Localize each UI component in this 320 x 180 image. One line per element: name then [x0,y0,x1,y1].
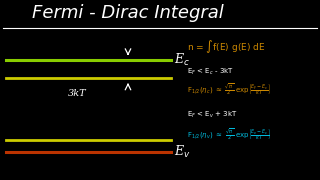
Text: E$_c$: E$_c$ [174,52,190,68]
Text: E$_F$ < E$_c$ - 3kT: E$_F$ < E$_c$ - 3kT [187,67,234,77]
Text: F$_{1/2}$($\eta_c$) $\approx$ $\frac{\sqrt{\pi}}{2}$ exp$\left[\frac{E_F-E_c}{kT: F$_{1/2}$($\eta_c$) $\approx$ $\frac{\sq… [187,83,271,97]
Text: E$_v$: E$_v$ [174,144,191,160]
Text: n = $\int$f(E) g(E) dE: n = $\int$f(E) g(E) dE [187,38,266,55]
Text: F$_{1/2}$($\eta_v$) $\approx$ $\frac{\sqrt{\pi}}{2}$ exp$\left[\frac{E_v-E_c}{kT: F$_{1/2}$($\eta_v$) $\approx$ $\frac{\sq… [187,127,271,141]
Text: 3kT: 3kT [68,89,86,98]
Text: Fermi - Dirac Integral: Fermi - Dirac Integral [32,4,224,22]
Text: E$_F$ < E$_v$ + 3kT: E$_F$ < E$_v$ + 3kT [187,110,238,120]
